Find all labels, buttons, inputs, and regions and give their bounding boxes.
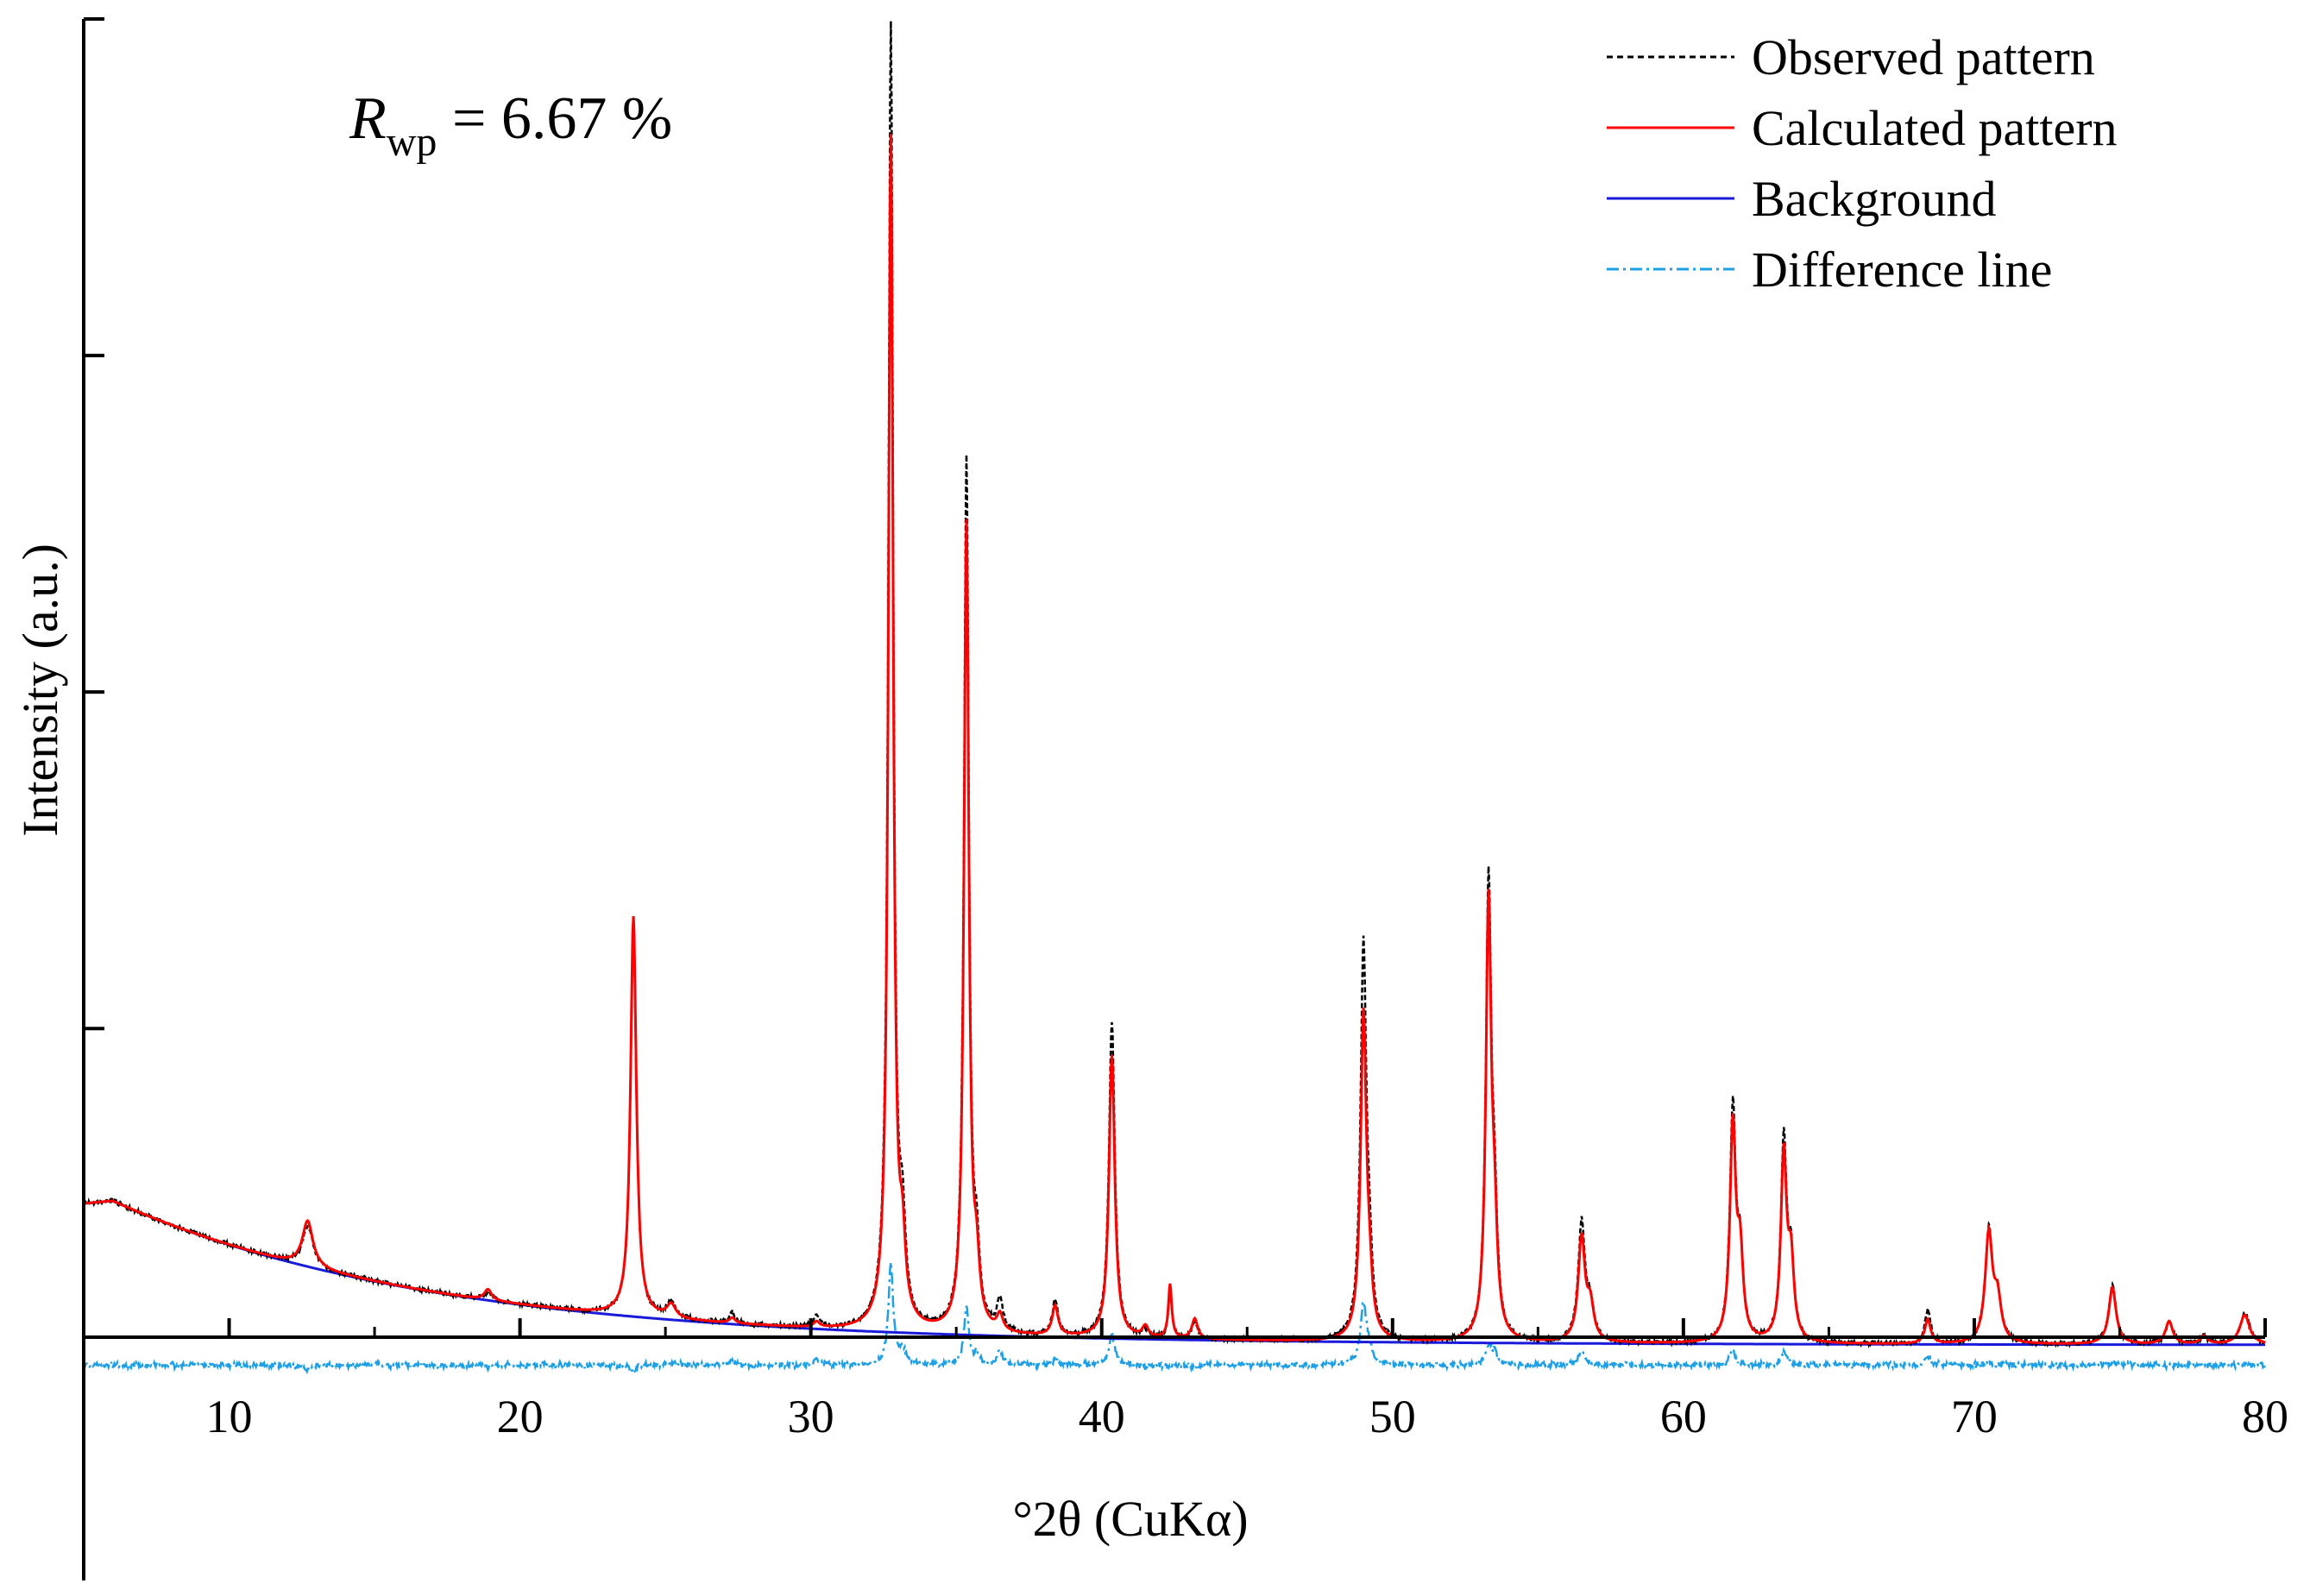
r-wp-value: = 6.67 % [437, 85, 672, 152]
x-tick-label-60: 60 [1660, 1391, 1707, 1442]
legend-label-difference: Difference line [1752, 242, 2052, 298]
x-tick-label-80: 80 [2242, 1391, 2288, 1442]
x-tick-label-20: 20 [497, 1391, 544, 1442]
r-wp-symbol: R [349, 85, 387, 152]
legend: Observed pattern Calculated pattern Back… [1607, 29, 2118, 298]
legend-label-observed: Observed pattern [1752, 29, 2095, 85]
traces [82, 21, 2267, 1376]
difference-line [82, 1261, 2266, 1376]
x-tick-label-50: 50 [1369, 1391, 1416, 1442]
x-tick-label-10: 10 [206, 1391, 253, 1442]
r-wp-subscript: wp [387, 119, 437, 165]
x-tick-label-40: 40 [1079, 1391, 1125, 1442]
y-axis-label: Intensity (a.u.) [12, 544, 68, 837]
legend-label-background: Background [1752, 171, 1997, 227]
x-tick-label-70: 70 [1951, 1391, 1998, 1442]
calculated-line [83, 134, 2266, 1345]
r-wp-annotation: Rwp = 6.67 % [349, 85, 672, 165]
x-tick-label-30: 30 [788, 1391, 834, 1442]
x-ticks: 10 20 30 40 50 60 70 80 [206, 1318, 2288, 1442]
x-axis-label: °2θ (CuKα) [1012, 1491, 1248, 1547]
legend-label-calculated: Calculated pattern [1752, 100, 2118, 156]
y-ticks [84, 17, 104, 1031]
